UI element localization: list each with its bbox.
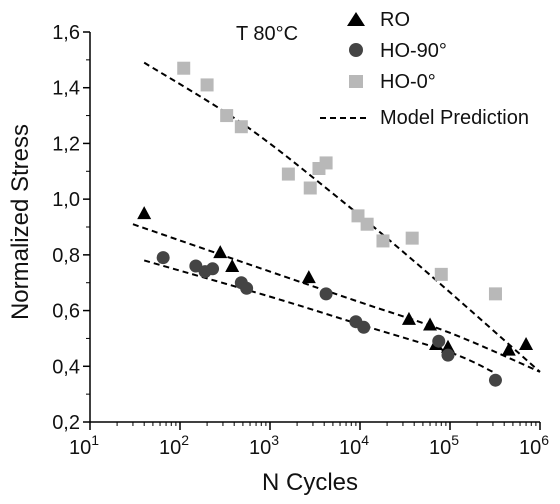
x-axis-title: N Cycles (262, 469, 358, 496)
data-point-ro (440, 339, 455, 353)
x-tick-label: 104 (339, 432, 369, 459)
legend: RO HO-90° HO-0° Model Prediction (320, 9, 529, 129)
data-point-ro (137, 206, 152, 220)
data-point-ho-0 (488, 287, 502, 301)
y-axis-title: Normalized Stress (7, 124, 34, 320)
x-tick-labels: 101 102 103 104 105 106 (69, 432, 549, 459)
data-point-ho-90 (357, 320, 371, 334)
data-point-ho-0 (405, 231, 419, 245)
data-point-ho-90 (156, 251, 170, 265)
x-tick-label: 101 (69, 432, 99, 459)
data-point-ho-0 (360, 217, 374, 231)
data-point-ho-90 (240, 281, 254, 295)
y-tick-label: 0,8 (52, 245, 80, 267)
data-point-ho-90 (206, 262, 220, 276)
y-tick-label: 0,6 (52, 301, 80, 323)
data-point-ro (225, 259, 240, 272)
axis-ticks (83, 31, 541, 430)
x-tick-label: 103 (249, 432, 279, 459)
data-point-ro (519, 337, 534, 350)
data-point-ro (301, 270, 316, 284)
data-point-ho-0 (281, 167, 295, 181)
data-point-ho-0 (376, 234, 390, 248)
model-prediction-line (143, 61, 541, 373)
data-point-ho-90 (319, 287, 333, 301)
legend-label-ho-90: HO-90° (380, 40, 447, 62)
x-tick-label: 106 (519, 432, 549, 459)
data-point-ho-0 (319, 156, 333, 170)
data-point-ho-90 (432, 334, 446, 348)
y-tick-label: 0,2 (52, 412, 80, 434)
x-tick-label: 102 (159, 432, 189, 459)
data-point-ro (501, 342, 516, 356)
data-point-ro (213, 245, 228, 259)
data-point-ro (401, 311, 416, 325)
data-point-ho-0 (177, 61, 191, 75)
data-point-ho-90 (488, 373, 502, 387)
legend-marker-ro (347, 12, 365, 26)
y-tick-label: 1,2 (52, 133, 80, 155)
data-markers (137, 61, 534, 387)
model-prediction-lines (132, 61, 541, 373)
temperature-annotation: T 80°C (236, 23, 298, 45)
model-prediction-line (132, 223, 541, 373)
y-tick-label: 1,6 (52, 22, 80, 44)
legend-marker-ho-0 (349, 75, 363, 88)
y-tick-label: 1,4 (52, 78, 80, 100)
y-tick-label: 0,4 (52, 356, 80, 378)
plot-frame (89, 32, 540, 423)
x-tick-label: 105 (429, 432, 459, 459)
data-point-ho-90 (441, 348, 455, 362)
legend-marker-ho-90 (349, 43, 363, 57)
model-prediction-line (143, 259, 494, 373)
data-point-ro (423, 317, 438, 331)
data-point-ho-0 (434, 267, 448, 281)
y-tick-label: 1,0 (52, 189, 80, 211)
data-point-ho-0 (220, 109, 234, 123)
legend-label-ro: RO (380, 9, 410, 31)
legend-label-model-prediction: Model Prediction (380, 107, 529, 129)
legend-label-ho-0: HO-0° (380, 71, 436, 93)
data-point-ho-0 (303, 181, 317, 195)
data-point-ho-0 (234, 120, 248, 134)
data-point-ho-0 (200, 78, 214, 92)
y-tick-labels: 0,2 0,4 0,6 0,8 1,0 1,2 1,4 1,6 (52, 22, 80, 434)
